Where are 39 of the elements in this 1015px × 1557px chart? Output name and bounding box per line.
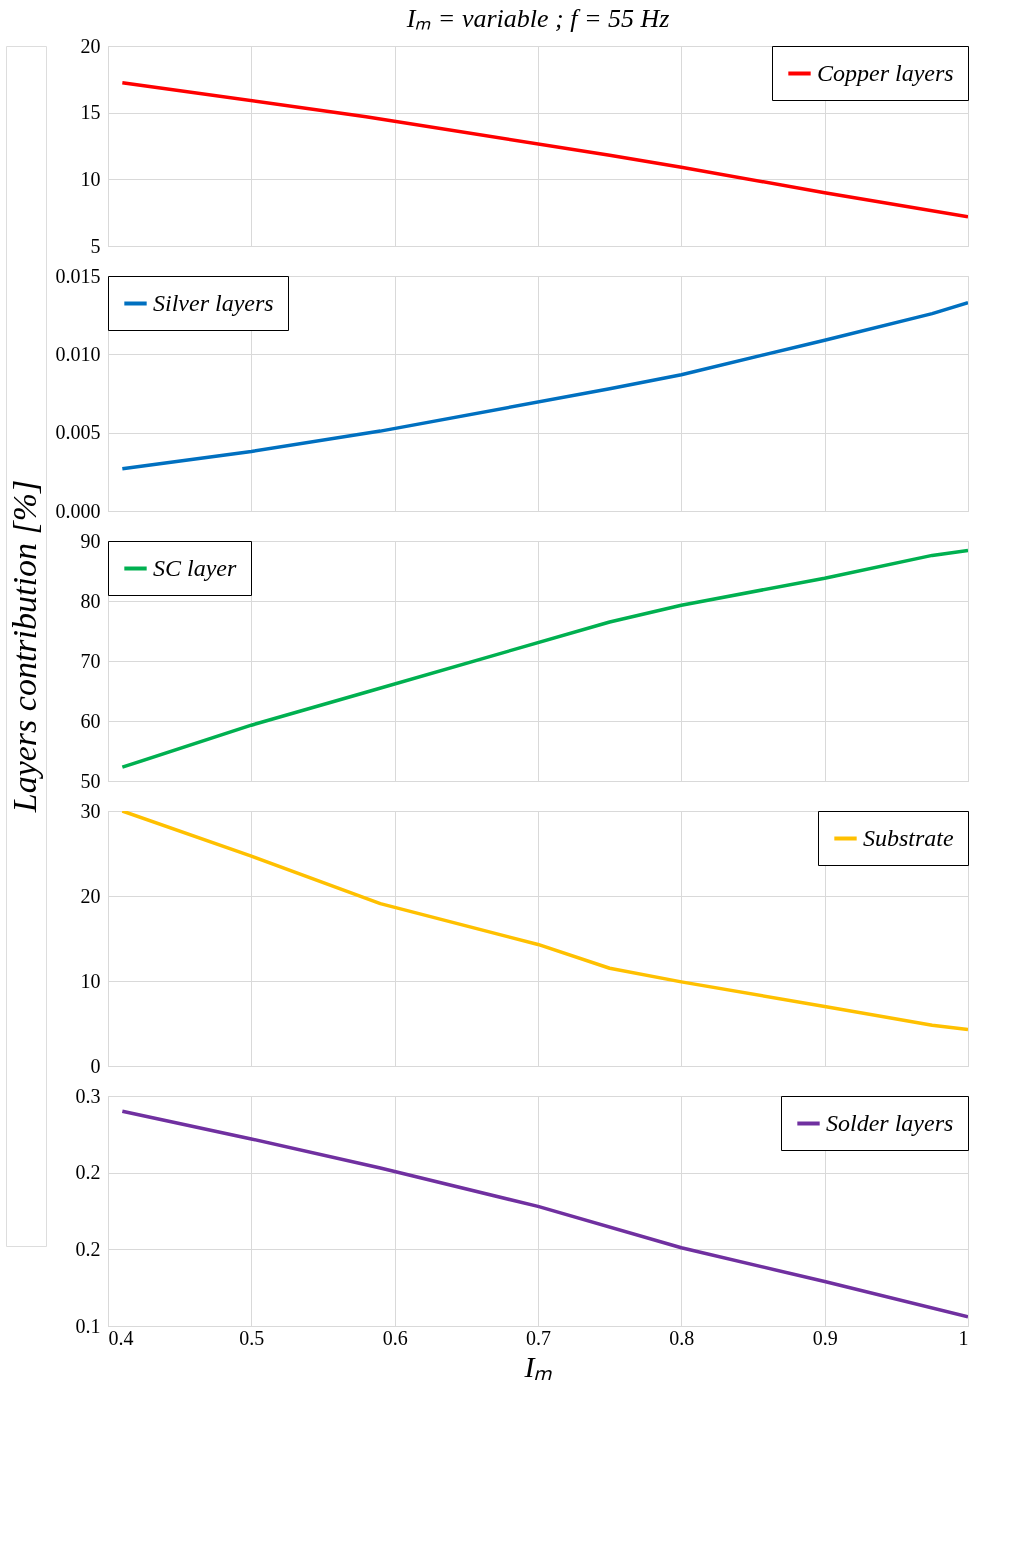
x-tick-label: 1 [958,1326,969,1349]
y-tick-label: 10 [80,969,101,992]
x-tick-label: 0.9 [812,1326,838,1349]
x-tick-label: 0.8 [669,1326,695,1349]
y-tick-label: 50 [80,769,101,792]
line-series [120,811,968,1032]
x-axis-title: Iₘ [523,1349,553,1383]
y-tick-label: 60 [80,709,101,732]
y-tick-label: 15 [80,101,101,124]
y-tick-label: 0.1 [75,1314,101,1337]
y-tick-label: 80 [80,589,101,612]
legend-label: Solder layers [826,1109,954,1136]
legend-label: Silver layers [153,289,274,316]
y-tick-label: 0.2 [75,1237,101,1260]
y-tick-label: 0.015 [55,264,101,287]
y-tick-label: 0.005 [55,421,101,444]
legend-label: Copper layers [817,59,954,86]
y-tick-label: 20 [80,34,101,57]
line-series [120,1109,968,1319]
x-tick-label: 0.6 [382,1326,408,1349]
y-tick-label: 0.3 [75,1084,101,1107]
x-tick-label: 0.5 [239,1326,265,1349]
y-tick-label: 0 [90,1054,101,1077]
y-tick-label: 30 [80,799,101,822]
y-tick-label: 0.000 [55,499,101,522]
y-tick-label: 70 [80,649,101,672]
y-tick-label: 10 [80,167,101,190]
y-tick-label: 0.010 [55,342,101,365]
legend-label: Substrate [863,824,955,851]
y-axis-title: Layers contribution [%] [6,479,43,814]
line-series [120,548,968,769]
chart-title: Iₘ = variable ; f = 55 Hz [405,4,670,33]
x-tick-label: 0.4 [108,1326,134,1349]
y-tick-label: 5 [90,234,101,257]
legend-label: SC layer [153,554,237,581]
x-tick-label: 0.7 [526,1326,551,1349]
y-tick-label: 20 [80,884,101,907]
y-tick-label: 90 [80,529,101,552]
y-tick-label: 0.2 [75,1161,101,1184]
